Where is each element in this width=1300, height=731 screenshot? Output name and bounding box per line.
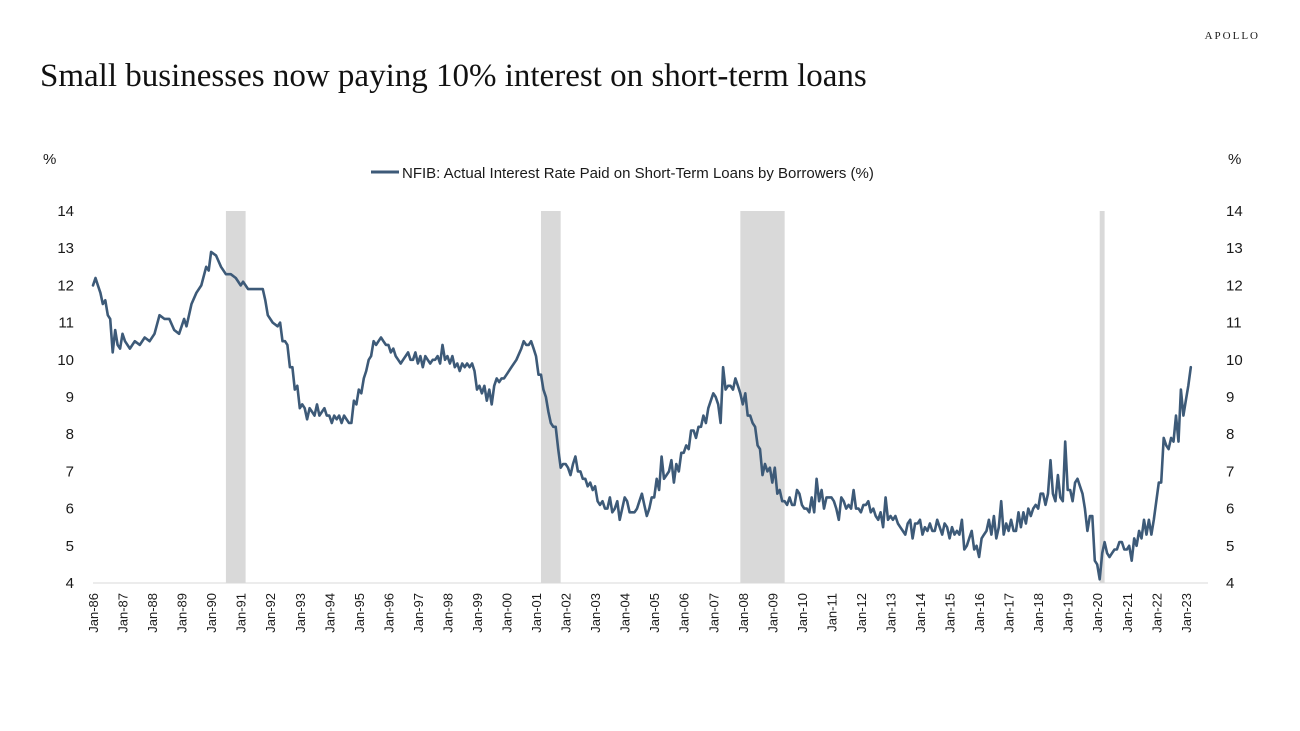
x-tick-label: Jan-09 [765,593,780,633]
y-tick-left: 11 [58,315,74,332]
y-tick-right: 7 [1226,463,1234,480]
y-tick-right: 4 [1226,575,1234,592]
y-tick-left: 9 [66,389,74,406]
x-tick-label: Jan-06 [677,593,692,633]
y-tick-right: 8 [1226,426,1234,443]
y-tick-left: 10 [57,352,74,369]
x-tick-label: Jan-89 [175,593,190,633]
recession-bands [225,211,1105,583]
series-line-1 [91,250,1193,581]
x-tick-label: Jan-98 [440,593,455,633]
x-tick-label: Jan-04 [618,593,633,633]
recession-band-1 [225,211,246,583]
x-tick-label: Jan-00 [500,593,515,633]
legend: NFIB: Actual Interest Rate Paid on Short… [371,165,874,182]
x-tick-label: Jan-14 [913,593,928,633]
y-tick-right: 9 [1226,389,1234,406]
x-axis: Jan-86 Jan-87 Jan-88 Jan-89 Jan-90 Jan-91 Jan-… [86,593,1194,633]
x-tick-label: Jan-18 [1031,593,1046,633]
x-tick-label: Jan-91 [234,593,249,633]
x-tick-label: Jan-88 [145,593,160,633]
y-tick-right: 12 [1226,277,1243,294]
x-tick-label: Jan-08 [736,593,751,633]
x-tick-label: Jan-07 [706,593,721,633]
y-axis-right-unit: % [1228,151,1241,168]
x-tick-label: Jan-01 [529,593,544,633]
recession-band-4 [1099,211,1105,583]
y-tick-right: 5 [1226,538,1234,555]
y-axis-left-unit: % [43,151,56,168]
legend-label: NFIB: Actual Interest Rate Paid on Short… [402,165,874,182]
y-tick-left: 12 [57,277,74,294]
y-tick-left: 7 [66,463,74,480]
y-axis-right: 4 5 6 7 8 9 10 11 12 13 14 [1226,203,1243,592]
x-tick-label: Jan-93 [293,593,308,633]
x-tick-label: Jan-10 [795,593,810,633]
y-tick-left: 5 [66,538,74,555]
x-tick-label: Jan-95 [352,593,367,633]
y-tick-right: 6 [1226,501,1234,518]
y-tick-left: 8 [66,426,74,443]
y-tick-left: 14 [57,203,74,220]
x-tick-label: Jan-15 [943,593,958,633]
y-tick-right: 10 [1226,352,1243,369]
brand-logo: APOLLO [1204,30,1260,42]
x-tick-label: Jan-19 [1061,593,1076,633]
x-tick-label: Jan-20 [1090,593,1105,633]
y-tick-right: 11 [1226,315,1242,332]
x-tick-label: Jan-05 [647,593,662,633]
x-tick-label: Jan-92 [263,593,278,633]
series-layer [91,250,1193,581]
y-tick-right: 13 [1226,240,1243,257]
x-tick-label: Jan-97 [411,593,426,633]
x-tick-label: Jan-94 [322,593,337,633]
x-tick-label: Jan-17 [1002,593,1017,633]
y-tick-right: 14 [1226,203,1243,220]
y-tick-left: 13 [57,240,74,257]
y-tick-left: 4 [66,575,74,592]
recession-band-2 [540,211,561,583]
x-tick-label: Jan-22 [1149,593,1164,633]
x-tick-label: Jan-03 [588,593,603,633]
x-tick-label: Jan-12 [854,593,869,633]
x-tick-label: Jan-99 [470,593,485,633]
x-tick-label: Jan-02 [559,593,574,633]
x-tick-label: Jan-11 [824,593,839,632]
recession-band-3 [740,211,785,583]
x-tick-label: Jan-86 [86,593,101,633]
y-tick-left: 6 [66,501,74,518]
x-tick-label: Jan-21 [1120,593,1135,633]
x-tick-label: Jan-23 [1179,593,1194,633]
y-axis-left: 4 5 6 7 8 9 10 11 12 13 14 [57,203,74,592]
x-tick-label: Jan-16 [972,593,987,633]
x-tick-label: Jan-96 [381,593,396,633]
x-tick-label: Jan-87 [116,593,131,633]
x-tick-label: Jan-13 [883,593,898,633]
x-tick-label: Jan-90 [204,593,219,633]
chart-title: Small businesses now paying 10% interest… [40,58,867,94]
